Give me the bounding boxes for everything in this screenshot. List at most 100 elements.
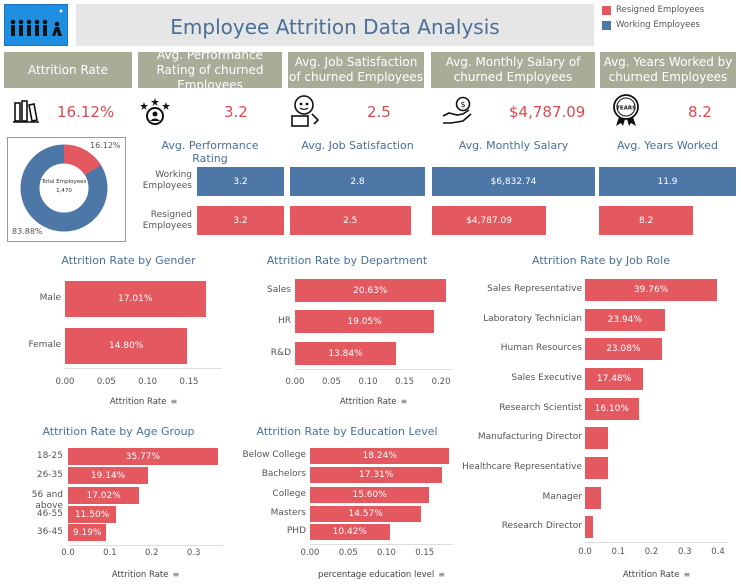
chart-bar-education-level[interactable]: 10.42% bbox=[310, 524, 390, 540]
chart-bar-age-group[interactable]: 9.19% bbox=[68, 524, 107, 541]
chart-x-axis-title-department: Attrition Rate ≡ bbox=[295, 397, 452, 407]
chart-axis-line-job-role bbox=[585, 542, 728, 543]
comparison-title-monthly-salary: Avg. Monthly Salary bbox=[458, 139, 569, 152]
legend-item-resigned[interactable]: Resigned Employees bbox=[602, 5, 704, 15]
chart-bar-age-group[interactable]: 17.02% bbox=[68, 487, 140, 504]
chart-bar-job-role[interactable] bbox=[585, 516, 594, 538]
chart-bar-job-role[interactable]: 23.94% bbox=[585, 309, 665, 331]
chart-bar-job-role[interactable]: 39.76% bbox=[585, 279, 718, 301]
chart-bar-job-role[interactable] bbox=[585, 457, 608, 479]
chart-x-axis-title-text-department: Attrition Rate bbox=[339, 397, 397, 407]
comparison-bar-label-resigned-years-worked: 8.2 bbox=[639, 215, 654, 226]
legend: Resigned Employees Working Employees bbox=[602, 5, 704, 30]
chart-bar-label-education-level: 14.57% bbox=[348, 509, 383, 519]
chart-bar-age-group[interactable]: 11.50% bbox=[68, 506, 117, 523]
kpi-header-job-satisfaction: Avg. Job Satisfaction of churned Employe… bbox=[288, 52, 424, 88]
chart-x-tick-age-group: 0.1 bbox=[103, 548, 117, 558]
comparison-bar-label-working-years-worked: 11.9 bbox=[657, 176, 678, 187]
chart-x-tick-age-group: 0.0 bbox=[61, 548, 75, 558]
years-badge-icon: YEARS bbox=[610, 93, 642, 127]
comparison-bar-label-working-performance-rating: 3.2 bbox=[233, 176, 248, 187]
chart-x-axis-title-text-gender: Attrition Rate bbox=[109, 397, 167, 407]
chart-title-education-level: Attrition Rate by Education Level bbox=[256, 425, 438, 438]
chart-bar-label-job-role: 39.76% bbox=[633, 285, 669, 295]
comparison-bar-working-monthly-salary[interactable]: $6,832.74 bbox=[432, 167, 595, 196]
chart-bar-label-age-group: 19.14% bbox=[90, 470, 126, 481]
chart-x-axis-title-text-age-group: Attrition Rate bbox=[111, 570, 169, 580]
chart-x-axis-title-age-group: Attrition Rate ≡ bbox=[68, 570, 223, 580]
donut-chart[interactable] bbox=[8, 138, 127, 243]
kpi-value-attrition-rate: 16.12% bbox=[57, 103, 115, 121]
donut-slice-resigned[interactable] bbox=[63, 144, 101, 176]
chart-bar-label-job-role: 17.48% bbox=[596, 374, 632, 384]
chart-category-label-job-role: Manufacturing Director bbox=[477, 432, 582, 442]
chart-bar-job-role[interactable]: 17.48% bbox=[585, 368, 644, 390]
chart-category-label-job-role: Manager bbox=[542, 492, 582, 502]
chart-x-tick-education-level: 0.15 bbox=[415, 548, 435, 558]
chart-category-label-job-role: Laboratory Technician bbox=[483, 314, 582, 324]
kpi-header-years-worked: Avg. Years Worked by churned Employees bbox=[600, 52, 736, 88]
chart-bar-education-level[interactable]: 17.31% bbox=[310, 467, 443, 483]
chart-bar-job-role[interactable]: 16.10% bbox=[585, 398, 639, 420]
chart-bar-label-age-group: 9.19% bbox=[72, 527, 102, 538]
chart-axis-line-department bbox=[295, 369, 452, 370]
chart-bar-gender[interactable]: 14.80% bbox=[65, 328, 188, 364]
chart-bar-label-gender: 14.80% bbox=[108, 341, 144, 351]
chart-bar-education-level[interactable]: 18.24% bbox=[310, 448, 450, 464]
chart-category-label-education-level: Bachelors bbox=[261, 469, 306, 479]
chart-bar-label-education-level: 18.24% bbox=[362, 451, 397, 461]
chart-x-axis-title-text-education-level: percentage education level bbox=[318, 570, 435, 580]
comparison-bar-working-job-satisfaction[interactable]: 2.8 bbox=[290, 167, 425, 196]
chart-category-label-education-level: College bbox=[272, 489, 306, 499]
chart-bar-age-group[interactable]: 19.14% bbox=[68, 467, 149, 484]
kpi-header-monthly-salary: Avg. Monthly Salary of churned Employees bbox=[431, 52, 595, 88]
comparison-bar-working-performance-rating[interactable]: 3.2 bbox=[197, 167, 284, 196]
chart-bar-education-level[interactable]: 15.60% bbox=[310, 487, 430, 503]
chart-bar-age-group[interactable]: 35.77% bbox=[68, 448, 218, 465]
chart-bar-label-education-level: 17.31% bbox=[359, 470, 394, 480]
chart-bar-department[interactable]: 13.84% bbox=[295, 342, 397, 365]
kpi-value-performance-rating: 3.2 bbox=[224, 103, 248, 121]
comparison-bar-label-resigned-monthly-salary: $4,787.09 bbox=[466, 215, 512, 226]
kpi-value-years-worked: 8.2 bbox=[688, 103, 712, 121]
chart-bar-job-role[interactable] bbox=[585, 487, 602, 509]
chart-x-tick-education-level: 0.05 bbox=[338, 548, 358, 558]
chart-bar-department[interactable]: 19.05% bbox=[295, 310, 435, 333]
chart-x-tick-department: 0.00 bbox=[285, 377, 305, 387]
chart-x-tick-education-level: 0.10 bbox=[377, 548, 396, 558]
legend-item-working[interactable]: Working Employees bbox=[602, 20, 704, 30]
chart-x-tick-age-group: 0.2 bbox=[145, 548, 159, 558]
comparison-bar-working-years-worked[interactable]: 11.9 bbox=[599, 167, 736, 196]
chart-category-label-age-group: 26-35 bbox=[36, 469, 63, 480]
kpi-value-monthly-salary: $4,787.09 bbox=[509, 103, 586, 121]
chart-bar-department[interactable]: 20.63% bbox=[295, 279, 446, 302]
comparison-bar-resigned-years-worked[interactable]: 8.2 bbox=[599, 206, 694, 235]
comparison-bar-label-working-job-satisfaction: 2.8 bbox=[350, 176, 365, 187]
sort-icon[interactable]: ≡ bbox=[438, 570, 445, 579]
sort-icon[interactable]: ≡ bbox=[170, 397, 178, 406]
workforce-logo-icon bbox=[4, 4, 68, 46]
chart-bar-gender[interactable]: 17.01% bbox=[65, 281, 206, 317]
sort-icon[interactable]: ≡ bbox=[683, 570, 691, 579]
chart-category-label-gender: Male bbox=[39, 293, 61, 303]
chart-bar-job-role[interactable]: 23.08% bbox=[585, 338, 662, 360]
chart-axis-line-age-group bbox=[68, 545, 223, 546]
chart-x-tick-age-group: 0.3 bbox=[186, 548, 201, 558]
page-title: Employee Attrition Data Analysis bbox=[170, 15, 500, 39]
comparison-bar-resigned-performance-rating[interactable]: 3.2 bbox=[197, 206, 284, 235]
comparison-bar-resigned-job-satisfaction[interactable]: 2.5 bbox=[290, 206, 411, 235]
chart-bar-label-department: 20.63% bbox=[353, 285, 388, 296]
chart-category-label-job-role: Sales Representative bbox=[487, 284, 582, 294]
chart-bar-label-job-role: 16.10% bbox=[594, 404, 629, 414]
comparison-row-label-resigned: Resigned Employees bbox=[142, 210, 192, 231]
chart-x-tick-gender: 0.15 bbox=[179, 377, 199, 387]
rating-person-icon bbox=[140, 96, 170, 126]
sort-icon[interactable]: ≡ bbox=[400, 397, 408, 406]
chart-bar-job-role[interactable] bbox=[585, 427, 608, 449]
chart-bar-label-job-role: 23.08% bbox=[606, 344, 641, 354]
comparison-bar-resigned-monthly-salary[interactable]: $4,787.09 bbox=[432, 206, 547, 235]
chart-bar-label-education-level: 15.60% bbox=[352, 490, 387, 500]
chart-bar-education-level[interactable]: 14.57% bbox=[310, 506, 422, 522]
chart-x-tick-job-role: 0.0 bbox=[578, 547, 592, 557]
sort-icon[interactable]: ≡ bbox=[172, 570, 180, 579]
